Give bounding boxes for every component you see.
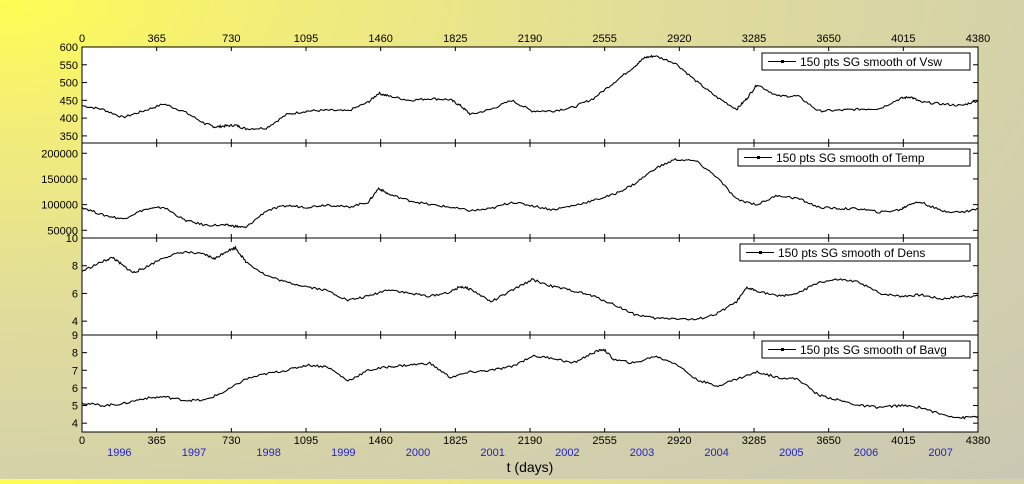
bottom-x-tick-label: 1460 [368,435,392,447]
legend-marker [781,348,784,351]
y-tick-label: 6 [72,383,78,395]
year-label: 2000 [406,447,430,459]
bottom-x-tick-label: 1825 [443,435,467,447]
top-x-tick-label: 2190 [518,33,542,45]
y-tick-label: 600 [60,42,78,54]
legend-marker [757,156,760,159]
top-x-tick-label: 1460 [368,33,392,45]
legend-label: 150 pts SG smooth of Temp [776,151,925,165]
top-x-tick-label: 1825 [443,33,467,45]
y-tick-label: 7 [72,365,78,377]
series-line [81,348,979,420]
bottom-x-tick-label: 3285 [742,435,766,447]
top-x-tick-label: 4015 [891,33,915,45]
year-label: 2005 [779,447,803,459]
bottom-x-tick-label: 2190 [518,435,542,447]
bottom-x-tick-label: 730 [222,435,240,447]
panel-1 [81,46,979,144]
year-label: 2002 [555,447,579,459]
legend-label: 150 pts SG smooth of Bavg [800,343,947,357]
top-x-tick-label: 1095 [294,33,318,45]
bottom-x-tick-label: 1095 [294,435,318,447]
legend-box [761,340,971,359]
legend-box [761,52,971,71]
panel-2 [81,142,979,239]
series-line [81,157,979,229]
y-tick-label: 4 [72,418,78,430]
top-x-tick-label: 2555 [592,33,616,45]
year-label: 1998 [256,447,280,459]
y-tick-label: 5 [72,401,78,413]
y-tick-label: 400 [60,113,78,125]
x-axis-label: t (days) [507,459,554,475]
series-line [81,245,979,321]
year-label: 2004 [704,447,728,459]
top-x-tick-label: 4380 [966,33,990,45]
y-tick-label: 6 [72,288,78,300]
panel-4 [81,334,979,433]
bottom-x-tick-label: 2555 [592,435,616,447]
year-label: 1997 [182,447,206,459]
y-tick-label: 150000 [41,174,78,186]
top-x-tick-label: 0 [79,33,85,45]
year-label: 2006 [854,447,878,459]
legend-marker [781,60,784,63]
legend-label: 150 pts SG smooth of Dens [778,246,925,260]
y-tick-label: 8 [72,261,78,273]
bottom-x-tick-label: 4380 [966,435,990,447]
y-tick-label: 8 [72,348,78,360]
legend-box [739,243,971,262]
top-x-tick-label: 3285 [742,33,766,45]
y-tick-label: 50000 [47,225,78,237]
year-label: 1996 [107,447,131,459]
year-label: 1999 [331,447,355,459]
year-label: 2003 [630,447,654,459]
y-tick-label: 500 [60,78,78,90]
bottom-x-tick-label: 365 [147,435,165,447]
y-tick-label: 550 [60,60,78,72]
top-x-tick-label: 365 [147,33,165,45]
year-label: 2007 [928,447,952,459]
year-label: 2001 [480,447,504,459]
legend-label: 150 pts SG smooth of Vsw [800,55,942,69]
bottom-x-tick-label: 3650 [816,435,840,447]
top-x-tick-label: 2920 [667,33,691,45]
bottom-x-tick-label: 0 [79,435,85,447]
y-tick-label: 100000 [41,200,78,212]
panel-3 [81,237,979,336]
legend-marker [759,251,762,254]
series-line [81,54,979,131]
y-tick-label: 200000 [41,148,78,160]
bottom-x-tick-label: 2920 [667,435,691,447]
top-x-tick-label: 730 [222,33,240,45]
bottom-x-tick-label: 4015 [891,435,915,447]
y-tick-label: 9 [72,330,78,342]
legend-box [737,148,971,167]
y-tick-label: 450 [60,95,78,107]
y-tick-label: 350 [60,131,78,143]
top-x-tick-label: 3650 [816,33,840,45]
y-tick-label: 4 [72,316,78,328]
y-tick-label: 10 [66,233,78,245]
